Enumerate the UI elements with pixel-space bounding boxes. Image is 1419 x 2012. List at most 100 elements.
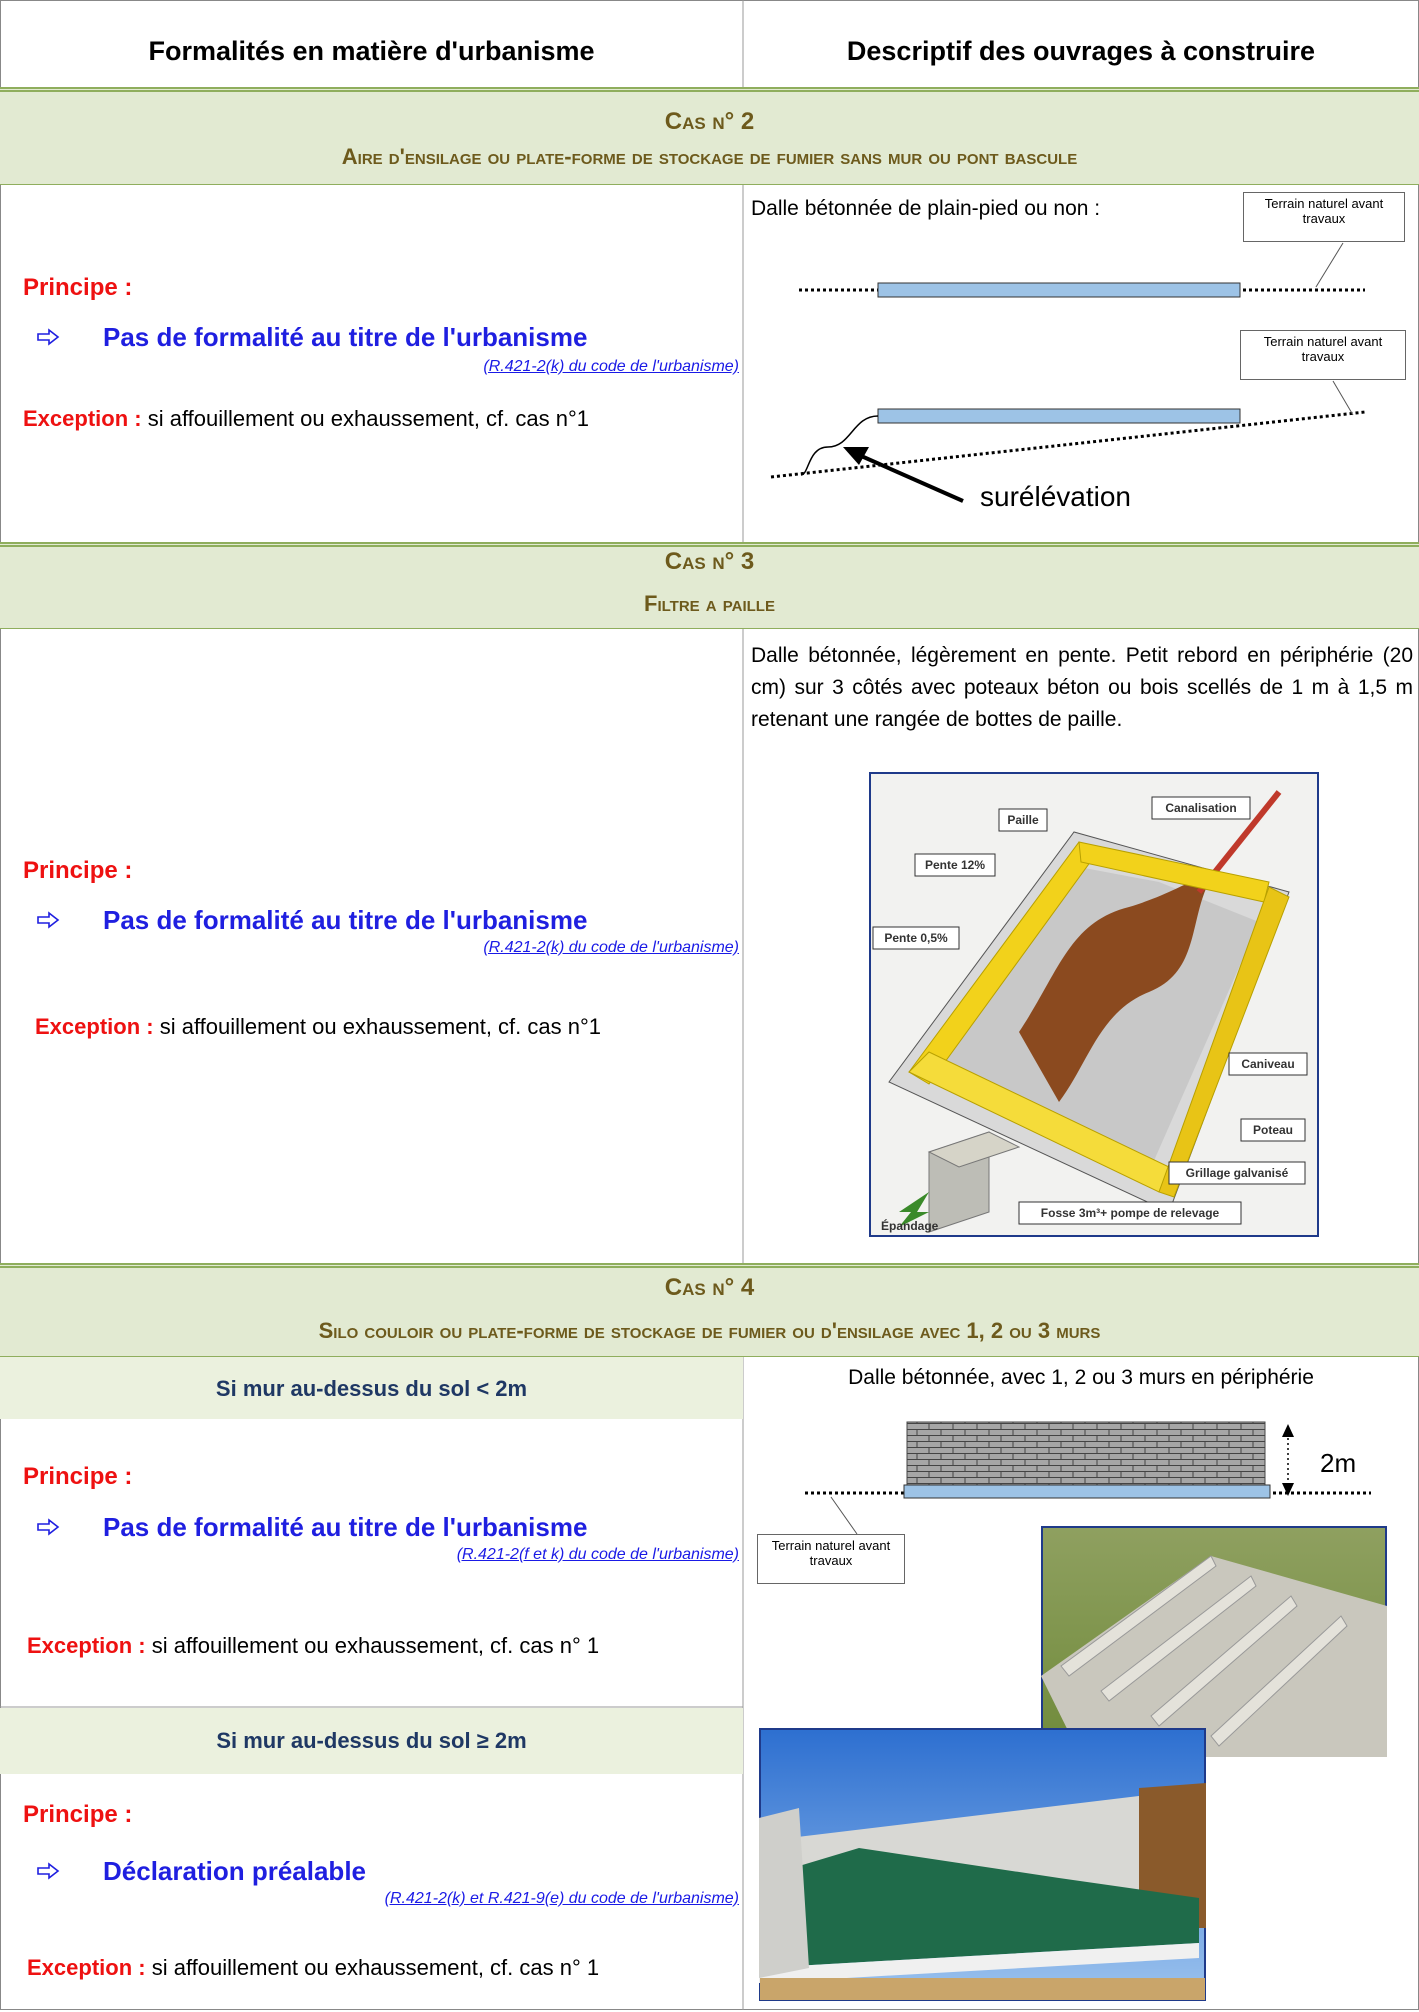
case-band [0,87,1419,185]
subheading-band [0,1708,743,1774]
leader-line [1332,380,1354,416]
case-band [0,542,1419,629]
principe-label: Principe : [23,1463,133,1490]
exception-label: Exception : [27,1955,146,1980]
image-label: Pente 0,5% [884,931,948,945]
label-box [1151,796,1251,820]
label-box [1240,1118,1306,1142]
image-label: Épandage [881,1218,939,1233]
diagram-label: surélévation [980,481,1131,512]
subheading: Si mur au-dessus du sol ≥ 2m [216,1728,527,1753]
exception-label: Exception : [35,1014,154,1039]
label-box: Terrain naturel avant travaux [1240,330,1406,380]
dimension-label: 2m [1320,1448,1357,1478]
exception-text: si affouillement ou exhaussement, cf. ca… [159,1014,602,1039]
image-label: Caniveau [1241,1057,1294,1071]
tank-top [927,1131,1021,1168]
principe: Pas de formalité au titre de l'urbanisme [103,1512,588,1542]
straw-wall [1158,886,1290,1198]
arrow-head [1282,1483,1294,1496]
graphic [759,1808,809,1978]
image-label: Canalisation [1165,801,1236,815]
wall-diagram [805,1421,1371,1535]
header-right: Descriptif des ouvrages à construire [846,36,1316,66]
principe-label: Principe : [23,1801,133,1828]
exception: Exception : si affouillement ou exhausse… [27,1955,599,1981]
image-label: Grillage galvanisé [1186,1166,1289,1180]
case-subtitle: Aire d'ensilage ou plate-forme de stocka… [341,144,1078,169]
exception-text: si affouillement ou exhaussement, cf. ca… [151,1955,600,1980]
label-box [914,853,996,877]
graphic: Paille Canalisation Pente 12% Pente 0,5%… [872,796,1308,1233]
case-band [0,1263,1419,1357]
graphic [1100,1575,1257,1702]
exception-label: Exception : [27,1633,146,1658]
graphic [1210,1615,1348,1747]
photo-silo-tarp [759,1728,1206,2001]
arrow [858,453,964,503]
label-box [872,926,960,950]
case-subtitle: Filtre a paille [644,591,775,616]
principe-label: Principe : [23,857,133,884]
exception-text: si affouillement ou exhaussement, cf. ca… [151,1633,600,1658]
principe-label: Principe : [23,274,133,301]
label-box [998,808,1048,832]
label-box [1018,1201,1242,1225]
leader-line [830,1496,858,1535]
arrow-head [1282,1424,1294,1437]
reference-link[interactable]: (R.421-2(k) du code de l'urbanisme) [483,939,739,956]
graphic [1060,1555,1217,1677]
leader-line [1315,242,1344,288]
straw-filter-illustration: Paille Canalisation Pente 12% Pente 0,5%… [869,772,1319,1237]
reference-link[interactable]: (R.421-2(f et k) du code de l'urbanisme) [456,1546,739,1563]
photo-silo [1041,1526,1387,1757]
exception: Exception : si affouillement ou exhausse… [23,406,589,432]
image-label: Pente 12% [925,858,985,872]
embankment [800,415,879,476]
slab [903,1484,1271,1499]
arrow-bullet [37,328,60,346]
graphic [759,1943,1199,1983]
image-label: Poteau [1253,1123,1293,1137]
reference-link[interactable]: (R.421-2(k) du code de l'urbanisme) [483,358,739,375]
graphic [760,1978,1205,2000]
slab-diagram [770,242,1366,503]
label-box [1228,1052,1308,1076]
graphic [37,1862,60,1880]
exception: Exception : si affouillement ou exhausse… [35,1014,601,1040]
manure [1019,879,1209,1102]
image-label: Paille [1007,813,1039,827]
subheading-band [0,1357,743,1419]
case-title: Cas n° 4 [664,1274,755,1301]
slab [877,408,1241,424]
description: Dalle bétonnée, avec 1, 2 ou 3 murs en p… [848,1366,1314,1389]
description: Dalle bétonnée, légèrement en pente. Pet… [751,644,1413,731]
exception: Exception : si affouillement ou exhausse… [27,1633,599,1659]
arrow-bullet [37,911,60,929]
slab [877,282,1241,298]
graphic [37,911,60,929]
principe: Pas de formalité au titre de l'urbanisme [103,905,588,935]
graphic [37,328,60,346]
arrow-bullet [37,1862,60,1880]
exception-text: si affouillement ou exhaussement, cf. ca… [147,406,590,431]
principe: Déclaration préalable [103,1856,366,1886]
graphic [759,1848,1199,1968]
image-label: Fosse 3m³+ pompe de relevage [1041,1206,1220,1220]
label-box: Terrain naturel avant travaux [1243,192,1405,242]
arrow-bullet [37,1518,60,1536]
graphic [1139,1783,1206,1928]
reference-link[interactable]: (R.421-2(k) et R.421-9(e) du code de l'u… [384,1890,739,1907]
subheading: Si mur au-dessus du sol < 2m [215,1376,528,1401]
arrow-head [843,447,869,465]
case-subtitle: Silo couloir ou plate-forme de stockage … [318,1318,1101,1343]
arrow [899,1192,929,1227]
label-box: Terrain naturel avant travaux [757,1534,905,1584]
case-title: Cas n° 3 [664,548,755,575]
description: Dalle bétonnée de plain-pied ou non : [751,197,1101,220]
wall [906,1421,1266,1486]
exception-label: Exception : [23,406,142,431]
graphic [1150,1595,1298,1727]
label-box [1168,1161,1306,1185]
